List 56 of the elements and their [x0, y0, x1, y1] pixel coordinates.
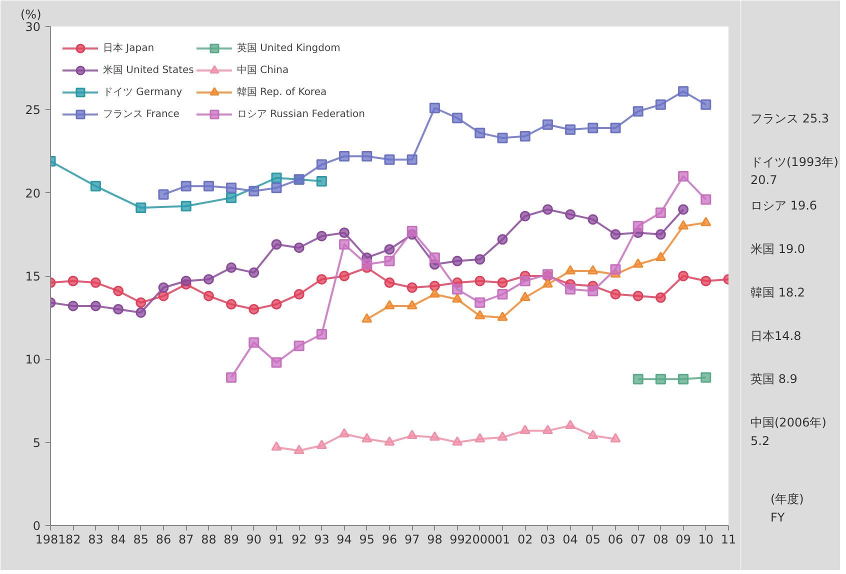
- x-tick-label: 11: [720, 532, 736, 546]
- x-tick-label: 93: [314, 532, 330, 546]
- x-tick-label: 09: [676, 532, 691, 546]
- x-tick-label: 07: [630, 532, 646, 546]
- x-tick-label: 94: [336, 532, 352, 546]
- x-tick-label: 88: [201, 532, 216, 546]
- x-tick-label: 84: [110, 532, 126, 546]
- y-tick-label: 0: [32, 519, 41, 533]
- x-tick-label: 96: [382, 532, 398, 546]
- y-tick-label: 25: [25, 103, 41, 118]
- x-tick-label: 85: [133, 532, 149, 546]
- x-axis-title: (年度) FY: [770, 492, 804, 524]
- text: 中国(2006年) 5.2: [750, 416, 826, 448]
- y-tick-label: 5: [32, 436, 41, 450]
- x-tick-label: 08: [653, 532, 668, 546]
- x-tick-label: 95: [359, 532, 375, 546]
- legend-label: フランス France: [103, 108, 180, 121]
- x-tick-label: 01: [494, 532, 510, 546]
- x-tick-label: 86: [156, 532, 172, 546]
- y-tick-label: 30: [25, 20, 41, 34]
- x-tick-label: 91: [268, 532, 284, 546]
- legend-label: 英国 United Kingdom: [236, 42, 340, 55]
- x-tick-label: 1981: [35, 532, 66, 546]
- x-tick-label: 97: [404, 532, 420, 546]
- legend-label: 中国 China: [236, 64, 289, 77]
- x-tick-label: 92: [291, 532, 307, 546]
- text: 日本14.8: [750, 328, 802, 343]
- text: ドイツ(1993年) 20.7: [750, 154, 838, 188]
- legend-label: 日本 Japan: [103, 42, 154, 55]
- x-tick-label: 83: [88, 532, 104, 546]
- text: 韓国 18.2: [750, 285, 806, 300]
- x-tick-label: 89: [224, 532, 239, 546]
- legend-label: ロシア Russian Federation: [236, 108, 366, 121]
- x-tick-label: 06: [608, 532, 624, 546]
- x-tick-label: 03: [540, 532, 556, 546]
- text: ロシア 19.6: [750, 198, 818, 212]
- x-tick-label: 82: [65, 532, 81, 546]
- text: 米国 19.0: [750, 242, 806, 256]
- x-tick-label: 2000: [464, 532, 496, 546]
- x-tick-label: 02: [517, 532, 533, 546]
- y-tick-label: 20: [25, 186, 41, 200]
- x-tick-label: 05: [585, 532, 601, 546]
- x-tick-label: 98: [427, 532, 442, 546]
- text: フランス 25.3: [750, 111, 830, 126]
- text: 英国 8.9: [750, 372, 798, 386]
- x-tick-label: 87: [178, 532, 194, 546]
- legend-label: 米国 United States: [103, 64, 194, 77]
- legend-label: 韓国 Rep. of Korea: [236, 86, 327, 99]
- x-tick-label: 99: [450, 532, 465, 546]
- y-axis-title: (%): [20, 8, 42, 22]
- y-tick-label: 10: [25, 352, 41, 367]
- x-tick-label: 04: [562, 532, 578, 546]
- x-tick-label: 10: [698, 532, 714, 546]
- y-tick-label: 15: [25, 270, 41, 284]
- legend-label: ドイツ Germany: [103, 86, 182, 99]
- x-tick-label: 90: [246, 532, 262, 546]
